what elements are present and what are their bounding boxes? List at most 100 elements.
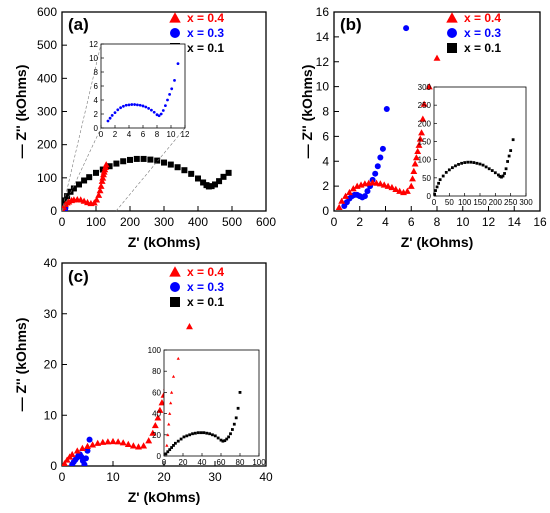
inset-point (144, 105, 148, 109)
inset-x-tick-label: 80 (236, 458, 245, 467)
inset-point (225, 437, 229, 441)
main-x-tick-label: 12 (482, 215, 496, 229)
inset-x-tick-label: 12 (181, 130, 190, 139)
legend-marker (169, 12, 181, 23)
inset-point (168, 411, 172, 415)
inset-series (165, 356, 180, 447)
inset-y-tick-label: 200 (418, 119, 432, 128)
inset-x-tick-label: 60 (217, 458, 226, 467)
main-x-tick-label: 30 (208, 470, 222, 484)
inset-point (108, 116, 112, 120)
inset-point (127, 103, 131, 107)
main-point (145, 437, 153, 444)
inset-y-tick-label: 250 (418, 101, 432, 110)
main-point (364, 188, 371, 195)
inset-point (173, 79, 176, 82)
inset-point (176, 62, 180, 65)
main-point (73, 447, 81, 454)
legend-entry: x = 0.1 (187, 41, 224, 55)
main-point (81, 461, 88, 466)
main-point (147, 156, 154, 163)
inset-point (504, 167, 508, 171)
main-point (361, 193, 368, 200)
inset-point (170, 446, 173, 449)
inset-point (501, 174, 505, 178)
panel-a: 0 100 200 300 400 500 6000100200300400500600Z'… (13, 5, 276, 250)
main-series (69, 436, 93, 466)
inset-point (497, 173, 500, 177)
main-point (78, 444, 86, 451)
inset-point (165, 443, 169, 447)
inset-point (136, 103, 139, 107)
inset-point (138, 103, 142, 107)
main-y-tick-label: 10 (44, 408, 58, 422)
main-point (67, 188, 74, 195)
inset-point (171, 374, 176, 378)
inset-point (161, 109, 165, 112)
main-y-tick-label: 14 (316, 30, 330, 44)
main-series (341, 25, 410, 210)
inset-point (182, 435, 186, 439)
inset-point (150, 108, 153, 112)
main-point (420, 100, 428, 107)
inset-point (503, 172, 506, 175)
inset-point (174, 441, 177, 445)
main-point (181, 167, 188, 174)
inset-point (199, 431, 203, 435)
inset-y-tick-label: 100 (148, 346, 162, 355)
main-point (154, 157, 161, 164)
main-point (411, 160, 419, 167)
main-point (129, 442, 137, 449)
main-point (161, 159, 167, 166)
inset-frame (100, 43, 186, 129)
main-x-tick-label: 40 (259, 470, 273, 484)
legend-marker (170, 28, 180, 38)
inset-point (493, 171, 497, 175)
inset-point (507, 154, 511, 158)
main-point (409, 175, 416, 182)
inset-point (487, 167, 491, 171)
main-series-group (62, 155, 232, 211)
main-point (95, 191, 103, 198)
inset-point (441, 174, 445, 178)
legend-entry: x = 0.3 (464, 26, 501, 40)
legend-entry: x = 0.3 (187, 280, 224, 294)
main-point (93, 196, 101, 203)
main-x-tick-label: 6 (408, 215, 415, 229)
inset-point (188, 433, 192, 437)
main-point (62, 460, 68, 466)
inset-point (438, 178, 442, 182)
inset-point (227, 435, 230, 439)
main-point (403, 25, 410, 32)
inset-point (169, 401, 173, 405)
inset-point (119, 106, 122, 110)
main-x-tick-label: 100 (86, 215, 106, 229)
main-y-tick-label: 200 (37, 138, 57, 152)
main-y-tick-label: 20 (44, 358, 58, 372)
main-point (96, 186, 104, 194)
main-point (86, 174, 93, 181)
inset-point (133, 103, 137, 106)
inset-y-tick-label: 80 (152, 367, 161, 376)
inset-point (130, 103, 134, 106)
legend-entry: x = 0.1 (187, 295, 224, 309)
main-point (84, 447, 91, 454)
inset-point (229, 432, 232, 436)
inset-series (433, 138, 515, 196)
main-point (346, 188, 353, 196)
inset-point (469, 160, 473, 164)
inset-point (205, 431, 209, 435)
inset-point (490, 169, 494, 172)
inset-y-tick-label: 0 (157, 452, 162, 461)
inset-point (164, 452, 168, 456)
main-point (372, 170, 379, 177)
inset-x-tick-label: 300 (519, 198, 533, 207)
inset-point (113, 111, 117, 114)
inset-point (169, 390, 174, 394)
main-point (127, 156, 133, 163)
inset-x-tick-label: 10 (167, 130, 176, 139)
main-point (174, 164, 181, 171)
